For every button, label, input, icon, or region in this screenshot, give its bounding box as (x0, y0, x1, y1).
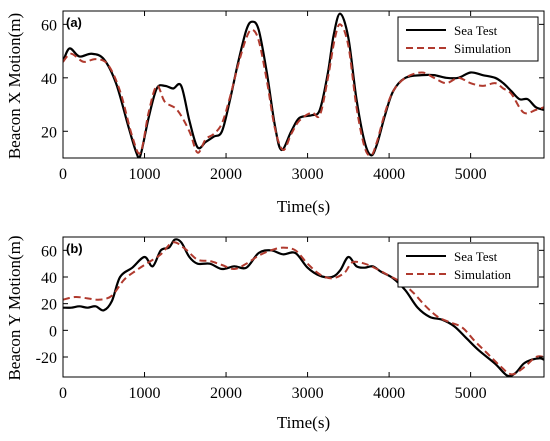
x-tick-label: 1000 (129, 385, 161, 402)
plot-frame (62, 10, 545, 159)
legend: Sea Test Simulation (397, 16, 539, 62)
y-tick-label: 20 (41, 297, 57, 314)
chart-panel-a: 0 1000 2000 3000 4000 5000 20 40 60 Time(s) Beacon… (5, 10, 545, 216)
y-axis-label: Beacon Y Motion(m) (5, 235, 24, 380)
legend-box (397, 16, 539, 62)
legend-label-simulation: Simulation (454, 41, 512, 56)
x-tick-label: 5000 (455, 166, 487, 183)
x-tick-label: 4000 (373, 166, 405, 183)
x-tick-label: 1000 (129, 166, 161, 183)
legend-label-simulation: Simulation (454, 267, 512, 282)
panel-label: (b) (66, 241, 83, 256)
y-axis-label: Beacon X Motion(m) (5, 13, 24, 159)
x-tick-label: 0 (59, 385, 67, 402)
legend-box (397, 242, 539, 288)
series-line-simulation (63, 23, 544, 157)
x-tick-label: 2000 (210, 385, 242, 402)
legend-label-sea-test: Sea Test (454, 249, 498, 264)
x-tick-label: 4000 (373, 385, 405, 402)
x-tick-label: 3000 (292, 166, 324, 183)
plot-frame (62, 236, 545, 378)
y-tick-label: 60 (41, 243, 57, 260)
series-line-sea-test (63, 238, 544, 377)
x-axis-label: Time(s) (277, 413, 330, 432)
y-tick-label: 0 (49, 323, 57, 340)
legend: Sea Test Simulation (397, 242, 539, 288)
legend-label-sea-test: Sea Test (454, 23, 498, 38)
y-tick-label: 60 (41, 17, 57, 34)
panel-label: (a) (66, 15, 82, 30)
x-tick-label: 3000 (292, 385, 324, 402)
series-line-sea-test (63, 12, 544, 158)
y-tick-label: 20 (41, 124, 57, 141)
y-tick-label: 40 (41, 270, 57, 287)
series-line-simulation (63, 241, 544, 376)
x-axis-label: Time(s) (277, 197, 330, 216)
y-tick-label: 40 (41, 71, 57, 88)
x-tick-label: 5000 (455, 385, 487, 402)
y-tick-label: -20 (36, 350, 57, 367)
chart-panel-b: 0 1000 2000 3000 4000 5000 -20 0 20 40 60 Time(s) Be… (5, 235, 545, 432)
x-tick-label: 0 (59, 166, 67, 183)
x-tick-label: 2000 (210, 166, 242, 183)
